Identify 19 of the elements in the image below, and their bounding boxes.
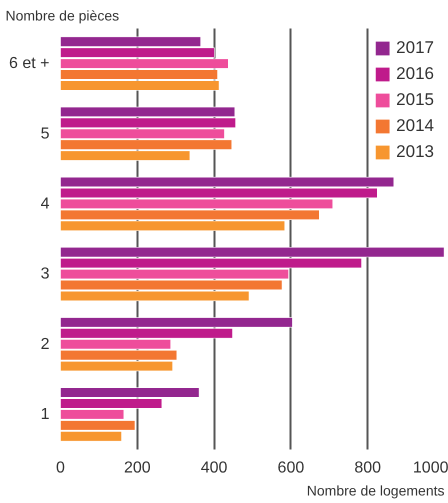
y-tick-label: 5 [40,125,50,142]
legend-label: 2017 [396,38,434,58]
y-tick-label: 1 [40,406,50,423]
y-tick-label: 3 [40,266,50,283]
y-tick-label: 4 [40,195,50,212]
x-tick-label: 0 [56,460,66,476]
y-axis-title: Nombre de pièces [6,8,120,24]
legend-label: 2014 [396,116,434,136]
legend-label: 2013 [396,142,434,162]
legend-label: 2016 [396,64,434,84]
x-tick-label: 400 [200,460,228,476]
x-tick-label: 800 [354,460,382,476]
y-tick-label: 6 et + [9,55,50,72]
x-tick-label: 200 [124,460,151,476]
x-tick-label: 600 [278,460,304,476]
y-tick-label: 2 [40,336,50,353]
x-axis-title: Nombre de logements [306,482,445,498]
legend-label: 2015 [396,90,434,110]
x-tick-label: 1000 [412,460,448,476]
